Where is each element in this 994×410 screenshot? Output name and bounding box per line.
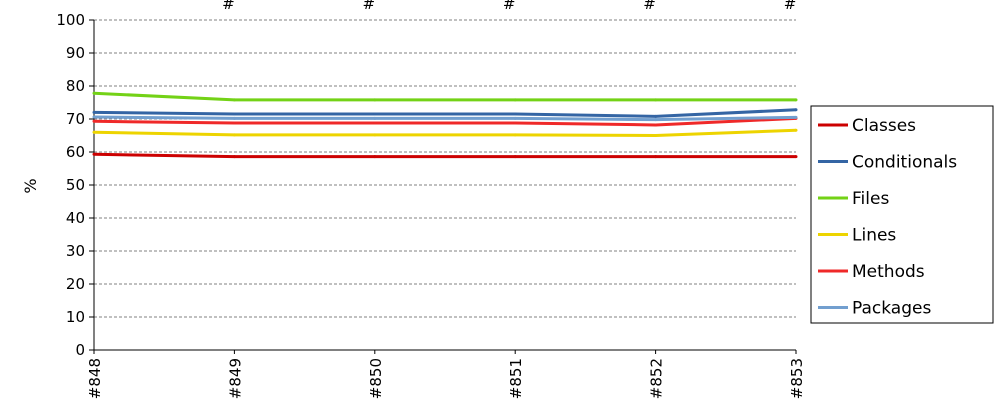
x-tick-label: #849 — [226, 358, 244, 399]
series-line-methods — [93, 116, 797, 127]
data-point-methods — [232, 121, 236, 125]
top-label: # — [222, 0, 235, 13]
x-tick-label: #850 — [367, 358, 385, 399]
x-tick-label: #848 — [86, 358, 104, 399]
data-point-lines — [232, 133, 236, 137]
legend-label-methods: Methods — [852, 262, 925, 282]
y-tick-label: 30 — [66, 242, 85, 260]
data-point-packages — [232, 116, 236, 120]
x-tick-labels: #848 #849 #850 #851 #852 #853 — [86, 358, 806, 399]
legend-label-packages: Packages — [852, 299, 931, 319]
top-labels: # # # # # — [222, 0, 796, 13]
data-point-conditionals — [232, 112, 236, 116]
data-point-files — [794, 98, 798, 102]
y-tick-label: 20 — [66, 275, 85, 293]
legend-box — [810, 105, 994, 324]
data-point-lines — [92, 130, 96, 134]
data-point-methods — [373, 121, 377, 125]
data-point-packages — [794, 115, 798, 119]
top-label: # — [363, 0, 376, 13]
y-tick-label: 90 — [66, 44, 85, 62]
data-point-files — [232, 98, 236, 102]
data-point-classes — [92, 152, 96, 156]
data-point-methods — [513, 121, 517, 125]
y-tick-label: 40 — [66, 209, 85, 227]
series-layer — [92, 91, 798, 159]
data-point-classes — [373, 155, 377, 159]
legend-label-conditionals: Conditionals — [852, 153, 957, 173]
data-point-lines — [794, 128, 798, 132]
top-label: # — [784, 0, 797, 13]
data-point-packages — [654, 118, 658, 122]
legend-label-lines: Lines — [852, 226, 896, 246]
y-axis-label: % — [21, 178, 40, 193]
data-point-conditionals — [92, 110, 96, 114]
grid-layer — [94, 19, 796, 318]
series-line-conditionals — [93, 108, 797, 118]
data-point-conditionals — [654, 114, 658, 118]
y-tick-label: 50 — [66, 176, 85, 194]
data-point-classes — [232, 155, 236, 159]
data-point-classes — [654, 155, 658, 159]
data-point-packages — [513, 116, 517, 120]
series-line-classes — [93, 152, 796, 159]
series-line-packages — [93, 115, 797, 122]
x-tick-label: #851 — [507, 358, 525, 399]
data-point-methods — [654, 123, 658, 127]
data-point-files — [92, 91, 96, 95]
x-tick-label: #853 — [788, 358, 806, 399]
top-label: # — [643, 0, 656, 13]
data-point-files — [654, 98, 658, 102]
series-line-files — [93, 91, 796, 102]
data-point-lines — [373, 133, 377, 137]
data-point-packages — [373, 116, 377, 120]
series-line-lines — [93, 128, 797, 137]
legend: Classes Conditionals Files Lines Methods Pack… — [810, 105, 994, 324]
x-tick-label: #852 — [648, 358, 666, 399]
y-tick-label: 0 — [75, 341, 85, 359]
data-point-conditionals — [513, 112, 517, 116]
legend-label-classes: Classes — [852, 116, 916, 136]
data-point-files — [513, 98, 517, 102]
data-point-methods — [92, 119, 96, 123]
top-label: # — [503, 0, 516, 13]
data-point-files — [373, 98, 377, 102]
y-tick-label: 100 — [56, 11, 85, 29]
data-point-conditionals — [794, 108, 798, 112]
data-point-lines — [513, 133, 517, 137]
data-point-classes — [513, 155, 517, 159]
data-point-lines — [654, 134, 658, 137]
y-tick-label: 60 — [66, 143, 85, 161]
data-point-conditionals — [373, 112, 377, 116]
data-point-packages — [92, 115, 96, 119]
legend-label-files: Files — [852, 189, 889, 209]
axis-layer: % 0 10 20 30 40 50 60 70 80 90 100 — [21, 11, 797, 359]
data-point-classes — [794, 155, 798, 159]
y-tick-label: 80 — [66, 77, 85, 95]
y-tick-label: 70 — [66, 110, 85, 128]
y-tick-label: 10 — [66, 308, 85, 326]
